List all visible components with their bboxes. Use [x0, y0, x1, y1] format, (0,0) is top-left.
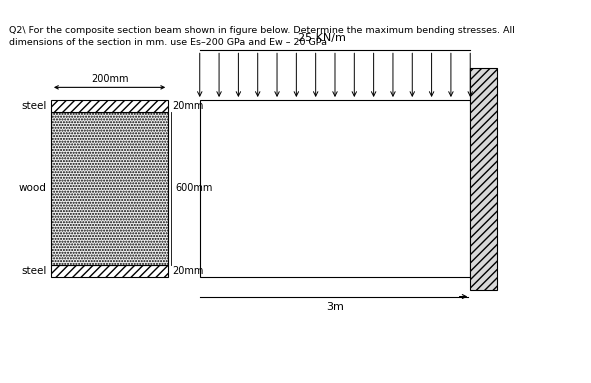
Text: wood: wood — [18, 183, 47, 193]
Text: 200mm: 200mm — [91, 74, 128, 84]
Text: 25 KN/m: 25 KN/m — [297, 33, 345, 43]
Bar — [51, 112, 168, 265]
Bar — [51, 265, 168, 277]
Text: 20mm: 20mm — [173, 101, 204, 111]
Bar — [470, 69, 497, 290]
Text: 600mm: 600mm — [176, 183, 213, 193]
Text: dimensions of the section in mm. use Es–200 GPa and Ew – 20 GPa: dimensions of the section in mm. use Es–… — [9, 38, 327, 47]
Text: steel: steel — [21, 266, 47, 276]
Text: 20mm: 20mm — [173, 266, 204, 276]
Text: Q2\ For the composite section beam shown in figure below. Determine the maximum : Q2\ For the composite section beam shown… — [9, 26, 514, 35]
Bar — [51, 100, 168, 112]
Text: steel: steel — [21, 101, 47, 111]
Text: 3m: 3m — [326, 302, 344, 312]
Bar — [200, 100, 470, 277]
